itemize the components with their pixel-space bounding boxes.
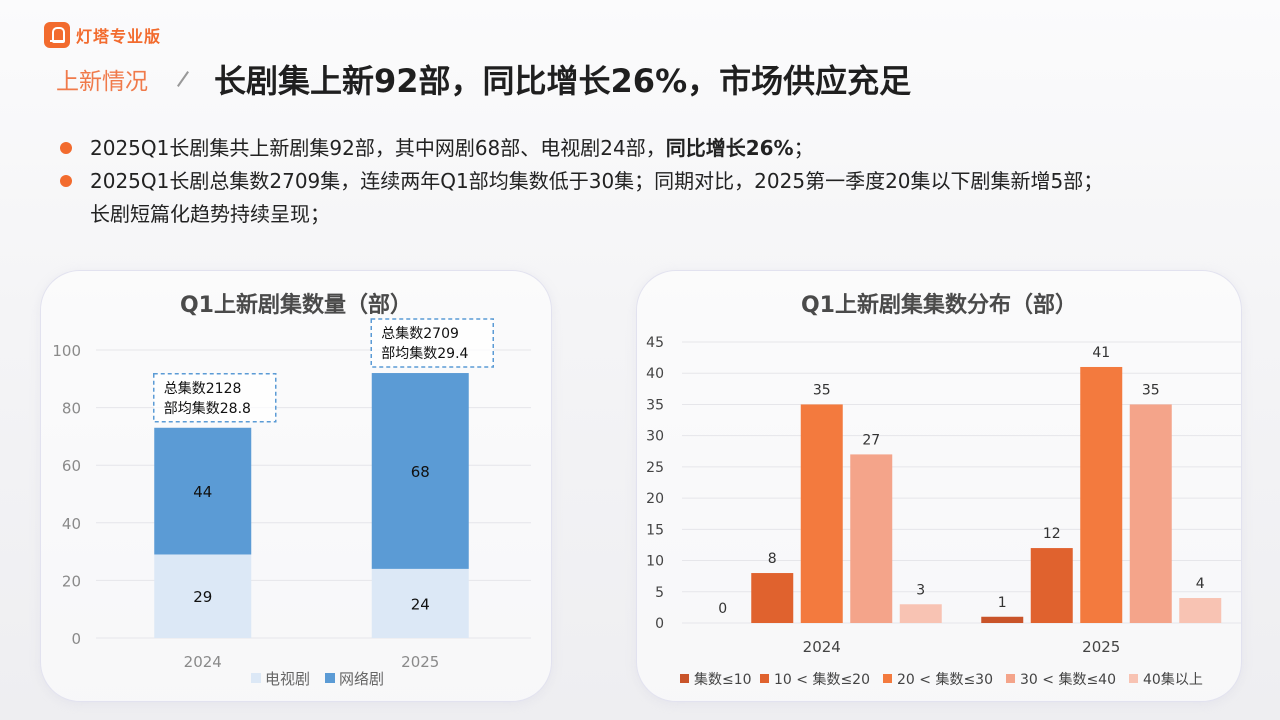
bar bbox=[899, 604, 942, 623]
legend-label: 40集以上 bbox=[1143, 671, 1203, 688]
lighthouse-icon bbox=[44, 22, 70, 48]
legend-label: 电视剧 bbox=[265, 670, 310, 688]
data-label: 0 bbox=[718, 601, 727, 617]
bar bbox=[850, 454, 893, 623]
bullet-continuation: 长剧短篇化趋势持续呈现； bbox=[90, 202, 330, 226]
bar bbox=[1179, 598, 1222, 623]
y-tick-label: 10 bbox=[646, 554, 664, 570]
legend-swatch bbox=[883, 674, 892, 683]
annotation-text: 总集数2128 bbox=[164, 380, 242, 397]
bullet-item: 2025Q1长剧集共上新剧集92部，其中网剧68部、电视剧24部，同比增长26%… bbox=[60, 132, 1260, 165]
legend-swatch bbox=[760, 674, 769, 683]
y-tick-label: 5 bbox=[655, 585, 664, 601]
bullet-highlight: 同比增长26% bbox=[665, 136, 794, 160]
legend-swatch bbox=[325, 673, 335, 683]
y-tick-label: 20 bbox=[62, 572, 81, 590]
legend-label: 20 < 集数≤30 bbox=[897, 671, 993, 688]
bullet-text-end: ； bbox=[793, 136, 814, 160]
y-tick-label: 60 bbox=[62, 457, 81, 475]
legend-swatch bbox=[251, 673, 261, 683]
data-label: 1 bbox=[998, 595, 1007, 611]
brand-name: 灯塔专业版 bbox=[76, 27, 162, 46]
y-tick-label: 20 bbox=[646, 491, 664, 507]
chart-card-count: Q1上新剧集数量（部） 0 20 40 60 80 100 29 44 2024 总集数2128 部… bbox=[40, 270, 552, 702]
page-title: 长剧集上新92部，同比增长26%，市场供应充足 bbox=[214, 62, 912, 100]
chart-title: Q1上新剧集数量（部） bbox=[179, 293, 412, 318]
page-header: 上新情况 长剧集上新92部，同比增长26%，市场供应充足 bbox=[56, 56, 911, 102]
bullet-item: 2025Q1长剧总集数2709集，连续两年Q1部均集数低于30集；同期对比，20… bbox=[60, 165, 1260, 198]
stacked-bar-chart: 0 20 40 60 80 100 29 44 2024 总集数2128 部均集数28.8 24 68 2… bbox=[52, 318, 531, 688]
bar-segment bbox=[154, 427, 252, 555]
legend-swatch bbox=[680, 674, 689, 683]
separator bbox=[177, 71, 189, 87]
y-tick-label: 25 bbox=[646, 460, 664, 476]
bar bbox=[1030, 548, 1073, 623]
legend-label: 网络剧 bbox=[339, 670, 384, 688]
bar-segment bbox=[371, 568, 469, 638]
bar bbox=[751, 573, 794, 623]
legend-swatch bbox=[1006, 674, 1015, 683]
chart-title: Q1上新剧集集数分布（部） bbox=[800, 293, 1077, 318]
grouped-bar-chart: 0510152025303540450835273202411241354202… bbox=[646, 335, 1241, 688]
data-label: 41 bbox=[1092, 345, 1110, 361]
legend-label: 集数≤10 bbox=[694, 671, 752, 688]
y-tick-label: 100 bbox=[52, 342, 81, 360]
bar-segment bbox=[154, 554, 252, 638]
x-tick-label: 2025 bbox=[1082, 638, 1120, 656]
bar-segment bbox=[371, 373, 469, 569]
data-label: 29 bbox=[193, 588, 212, 606]
x-tick-label: 2024 bbox=[184, 653, 222, 671]
bar bbox=[1080, 366, 1123, 623]
annotation-box bbox=[153, 373, 277, 423]
data-label: 35 bbox=[1142, 382, 1160, 398]
bar bbox=[981, 616, 1024, 623]
bullet-text: 2025Q1长剧总集数2709集，连续两年Q1部均集数低于30集；同期对比，20… bbox=[90, 169, 1104, 193]
x-tick-label: 2025 bbox=[401, 653, 439, 671]
y-tick-label: 0 bbox=[71, 630, 81, 648]
summary-bullets: 2025Q1长剧集共上新剧集92部，其中网剧68部、电视剧24部，同比增长26%… bbox=[60, 132, 1260, 231]
y-tick-label: 40 bbox=[646, 366, 664, 382]
bar bbox=[1129, 404, 1172, 623]
y-tick-label: 15 bbox=[646, 522, 664, 538]
annotation-text: 部均集数28.8 bbox=[164, 400, 251, 417]
data-label: 44 bbox=[193, 483, 212, 501]
bullet-text: 2025Q1长剧集共上新剧集92部，其中网剧68部、电视剧24部， bbox=[90, 136, 666, 160]
data-label: 27 bbox=[862, 432, 880, 448]
data-label: 35 bbox=[813, 382, 831, 398]
chart-card-distribution: Q1上新剧集集数分布（部） 0 5 10 15 20 25 30 35 40 45 0 8 35 27 3 2… bbox=[636, 270, 1242, 702]
legend-swatch bbox=[1129, 674, 1138, 683]
legend-label: 30 < 集数≤40 bbox=[1020, 671, 1116, 688]
legend-label: 10 < 集数≤20 bbox=[774, 671, 870, 688]
y-tick-label: 0 bbox=[655, 616, 664, 632]
brand: 灯塔专业版 bbox=[44, 22, 161, 48]
bar bbox=[800, 404, 843, 623]
data-label: 12 bbox=[1043, 526, 1061, 542]
annotation-text: 部均集数29.4 bbox=[381, 345, 468, 362]
y-tick-label: 45 bbox=[646, 335, 664, 351]
data-label: 8 bbox=[768, 551, 777, 567]
data-label: 24 bbox=[411, 595, 430, 613]
section-label: 上新情况 bbox=[56, 69, 148, 95]
annotation-box bbox=[370, 318, 494, 368]
y-tick-label: 80 bbox=[62, 400, 81, 418]
y-tick-label: 30 bbox=[646, 429, 664, 445]
data-label: 3 bbox=[916, 582, 925, 598]
y-tick-label: 35 bbox=[646, 397, 664, 413]
y-tick-label: 40 bbox=[62, 515, 81, 533]
annotation-text: 总集数2709 bbox=[381, 325, 459, 342]
x-tick-label: 2024 bbox=[803, 638, 841, 656]
data-label: 68 bbox=[411, 463, 430, 481]
data-label: 4 bbox=[1196, 576, 1205, 592]
